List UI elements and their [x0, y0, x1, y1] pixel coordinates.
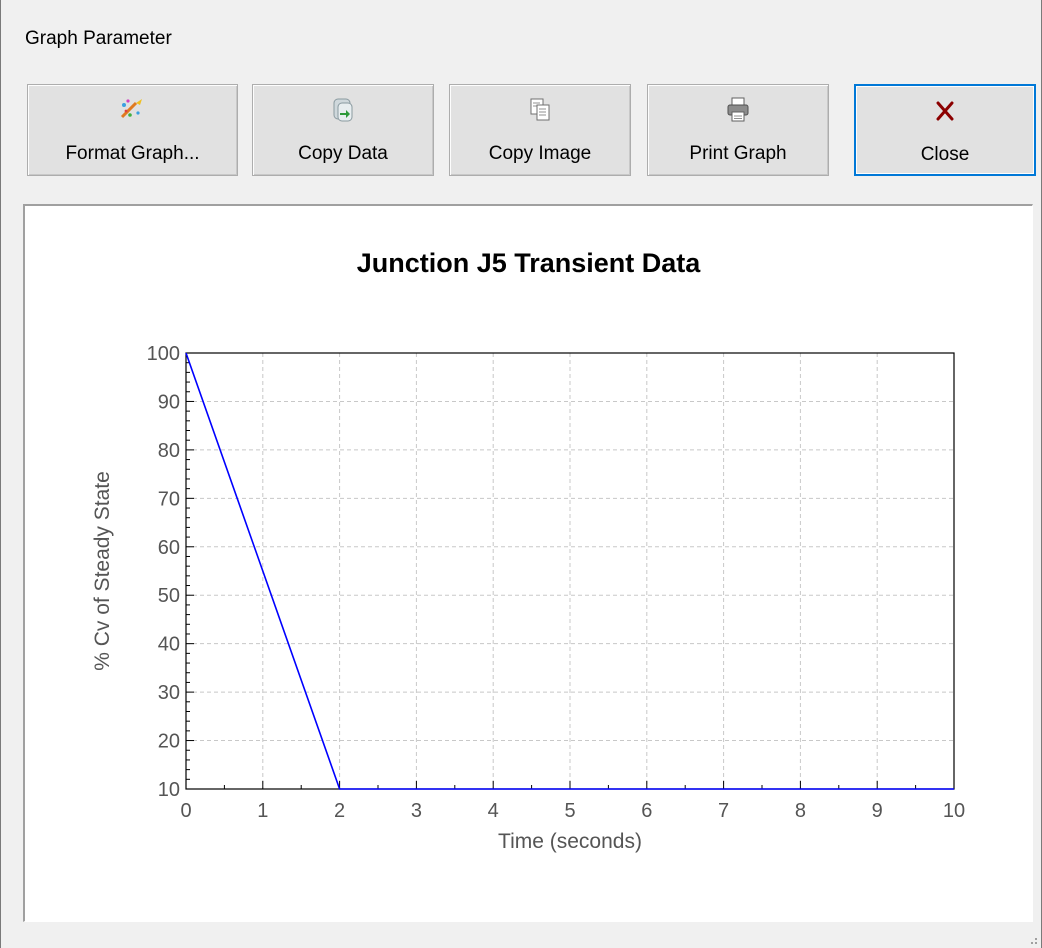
format-graph-label: Format Graph... — [65, 143, 200, 164]
y-tick-label: 40 — [158, 634, 180, 656]
x-tick-label: 9 — [872, 800, 883, 822]
print-graph-button[interactable]: Print Graph — [647, 84, 829, 176]
x-tick-label: 6 — [641, 800, 652, 822]
x-tick-label: 3 — [411, 800, 422, 822]
chart-title: Junction J5 Transient Data — [356, 248, 701, 278]
resize-grip[interactable] — [1025, 932, 1039, 946]
copy-data-label: Copy Data — [298, 143, 388, 164]
x-tick-label: 10 — [943, 800, 965, 822]
x-tick-label: 8 — [795, 800, 806, 822]
y-tick-label: 50 — [158, 585, 180, 607]
x-tick-label: 5 — [564, 800, 575, 822]
format-graph-button[interactable]: Format Graph... — [27, 84, 238, 176]
y-tick-label: 100 — [147, 343, 180, 365]
close-label: Close — [920, 144, 970, 165]
y-tick-label: 30 — [158, 682, 180, 704]
format-graph-icon — [28, 95, 237, 125]
chart: 0 1 2 3 4 5 6 7 8 9 10 10 20 30 40 50 60 70 80 90 100 Time (s… — [91, 343, 965, 853]
copy-image-icon — [450, 95, 630, 125]
x-tick-label: 4 — [488, 800, 499, 822]
print-graph-label: Print Graph — [689, 143, 787, 164]
y-tick-label: 90 — [158, 391, 180, 413]
y-tick-label: 70 — [158, 488, 180, 510]
close-button[interactable]: Close — [854, 84, 1036, 176]
y-axis-label: % Cv of Steady State — [91, 471, 114, 671]
x-tick-label: 0 — [180, 800, 191, 822]
y-tick-label: 20 — [158, 731, 180, 753]
y-tick-label: 10 — [158, 779, 180, 801]
window-title: Graph Parameter — [25, 28, 172, 49]
title-bar: Graph Parameter — [1, 0, 1041, 78]
copy-data-button[interactable]: Copy Data — [252, 84, 434, 176]
close-icon — [856, 96, 1034, 126]
x-tick-label: 2 — [334, 800, 345, 822]
y-tick-label: 80 — [158, 440, 180, 462]
printer-icon — [648, 95, 828, 125]
copy-data-icon — [253, 95, 433, 125]
x-axis-label: Time (seconds) — [498, 830, 642, 853]
graph-panel: Junction J5 Transient Data 0 1 2 3 4 5 6 7 8 9 10 1… — [23, 204, 1033, 922]
x-tick-label: 1 — [257, 800, 268, 822]
copy-image-label: Copy Image — [488, 143, 592, 164]
copy-image-button[interactable]: Copy Image — [449, 84, 631, 176]
x-tick-label: 7 — [718, 800, 729, 822]
series-line — [185, 352, 954, 790]
y-tick-label: 60 — [158, 537, 180, 559]
